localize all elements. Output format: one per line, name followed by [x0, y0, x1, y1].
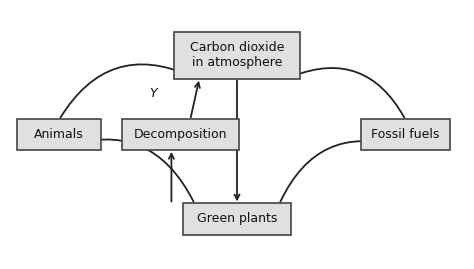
Text: Decomposition: Decomposition [134, 128, 228, 141]
FancyBboxPatch shape [122, 119, 239, 150]
FancyBboxPatch shape [183, 203, 291, 235]
FancyBboxPatch shape [361, 119, 450, 150]
Text: Fossil fuels: Fossil fuels [372, 128, 440, 141]
Text: Carbon dioxide
in atmosphere: Carbon dioxide in atmosphere [190, 41, 284, 69]
Text: Y: Y [149, 87, 156, 100]
FancyBboxPatch shape [174, 32, 300, 79]
Text: Animals: Animals [34, 128, 84, 141]
FancyBboxPatch shape [17, 119, 101, 150]
Text: Green plants: Green plants [197, 212, 277, 225]
